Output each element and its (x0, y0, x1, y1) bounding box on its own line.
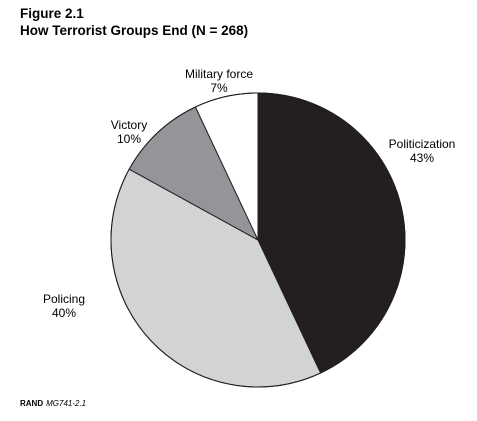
slice-value-victory: 10% (117, 132, 141, 146)
pie-outline (110, 92, 406, 388)
slice-label-victory: Victory (111, 118, 147, 132)
slice-label-military-force: Military force (185, 67, 253, 81)
publisher-label: RAND (20, 399, 44, 408)
figure-title: How Terrorist Groups End (N = 268) (20, 23, 249, 38)
figure-code: MG741-2.1 (46, 399, 87, 408)
slice-value-policing: 40% (52, 306, 76, 320)
slice-value-military-force: 7% (210, 81, 228, 95)
source-note: RAND MG741-2.1 (20, 399, 86, 409)
slice-label-politicization: Politicization (389, 137, 456, 151)
slice-label-policing: Policing (43, 292, 85, 306)
pie-slices (110, 92, 406, 388)
figure-number: Figure 2.1 (20, 6, 84, 21)
slice-value-politicization: 43% (410, 151, 434, 165)
